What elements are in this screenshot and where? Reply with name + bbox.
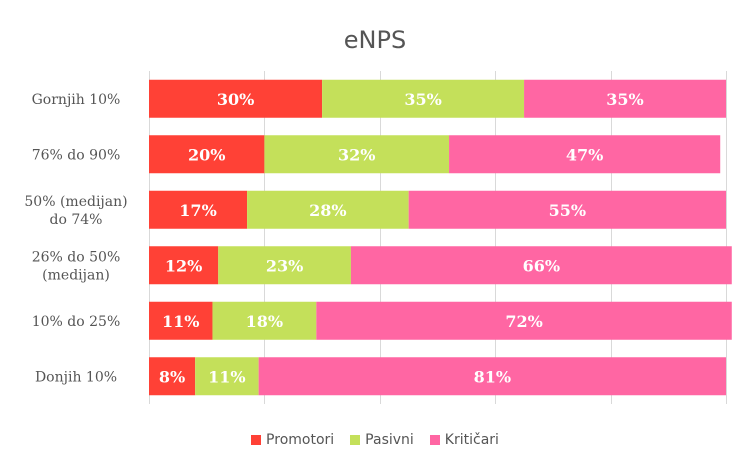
legend-swatch-promotori	[251, 435, 262, 445]
bar-promotori	[149, 246, 219, 285]
data-label: 30%	[217, 90, 254, 109]
chart-title: eNPS	[343, 26, 407, 54]
bar-promotori	[149, 301, 213, 340]
data-label: 47%	[566, 145, 603, 164]
bar-pasivni	[218, 246, 351, 285]
legend: Promotori Pasivni Kritičari	[0, 432, 750, 448]
bar-kriticari	[524, 79, 726, 118]
bar-kriticari	[449, 135, 721, 174]
bar-kriticari	[408, 190, 726, 229]
data-label: 18%	[246, 312, 283, 331]
legend-item-pasivni: Pasivni	[350, 432, 414, 448]
category-label: Donjih 10%	[35, 369, 117, 385]
data-label: 8%	[159, 367, 185, 386]
data-label: 55%	[549, 201, 586, 220]
category-label: 26% do 50% (medijan)	[32, 249, 121, 283]
data-label: 72%	[505, 312, 542, 331]
bar-promotori	[149, 135, 265, 174]
bar-kriticari	[258, 357, 726, 396]
data-label: 28%	[309, 201, 346, 220]
legend-item-promotori: Promotori	[251, 432, 334, 448]
data-label: 81%	[474, 367, 511, 386]
data-label: 11%	[208, 367, 245, 386]
category-label: Gornjih 10%	[32, 92, 121, 108]
legend-swatch-kriticari	[429, 435, 440, 445]
bar-promotori	[149, 190, 248, 229]
bar-pasivni	[212, 301, 317, 340]
category-label: 76% do 90%	[32, 147, 121, 163]
data-label: 32%	[338, 145, 375, 164]
legend-label-promotori: Promotori	[266, 432, 335, 448]
data-label: 35%	[404, 90, 441, 109]
data-label: 35%	[606, 90, 643, 109]
bar-kriticari	[350, 246, 732, 285]
bar-promotori	[149, 79, 323, 118]
category-label: 10% do 25%	[32, 314, 121, 330]
legend-swatch-pasivni	[350, 435, 361, 445]
data-label: 12%	[165, 256, 202, 275]
bar-pasivni	[195, 357, 259, 396]
data-label: 17%	[179, 201, 216, 220]
category-label: 50% (medijan) do 74%	[24, 194, 127, 228]
bar-pasivni	[322, 79, 525, 118]
data-label: 11%	[162, 312, 199, 331]
bar-pasivni	[264, 135, 450, 174]
bar-promotori	[149, 357, 196, 396]
data-label: 66%	[523, 256, 560, 275]
legend-label-kriticari: Kritičari	[444, 432, 499, 448]
legend-label-pasivni: Pasivni	[365, 432, 414, 448]
bar-kriticari	[316, 301, 732, 340]
legend-item-kriticari: Kritičari	[429, 432, 499, 448]
bar-pasivni	[247, 190, 409, 229]
data-label: 23%	[266, 256, 303, 275]
data-label: 20%	[188, 145, 225, 164]
